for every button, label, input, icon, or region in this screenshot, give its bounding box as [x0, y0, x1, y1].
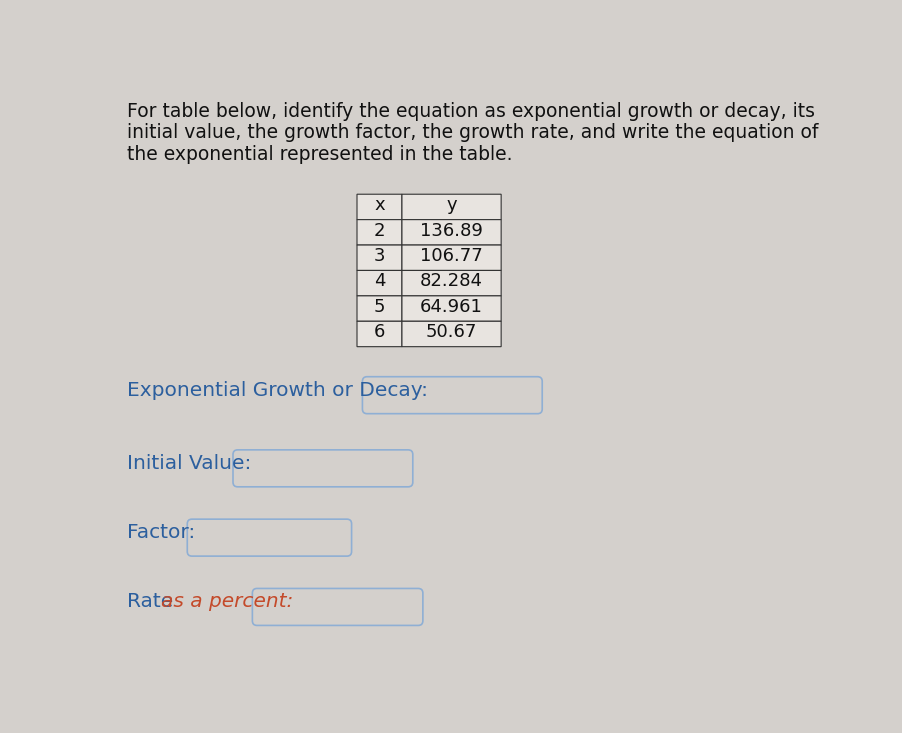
FancyBboxPatch shape: [356, 245, 401, 270]
Text: 2: 2: [373, 221, 385, 240]
Text: y: y: [446, 196, 456, 214]
FancyBboxPatch shape: [252, 589, 422, 625]
FancyBboxPatch shape: [356, 194, 401, 220]
FancyBboxPatch shape: [401, 321, 501, 347]
Text: as a percent:: as a percent:: [161, 592, 293, 611]
FancyBboxPatch shape: [356, 321, 401, 347]
FancyBboxPatch shape: [233, 450, 412, 487]
Text: 3: 3: [373, 247, 385, 265]
Text: 5: 5: [373, 298, 385, 316]
FancyBboxPatch shape: [356, 296, 401, 321]
Text: Rate: Rate: [126, 592, 179, 611]
Text: 106.77: 106.77: [419, 247, 483, 265]
FancyBboxPatch shape: [401, 194, 501, 220]
FancyBboxPatch shape: [401, 220, 501, 245]
Text: For table below, identify the equation as exponential growth or decay, its: For table below, identify the equation a…: [126, 102, 814, 121]
Text: x: x: [373, 196, 384, 214]
FancyBboxPatch shape: [187, 519, 351, 556]
Text: Initial Value:: Initial Value:: [126, 454, 251, 473]
FancyBboxPatch shape: [401, 296, 501, 321]
Text: 50.67: 50.67: [426, 323, 477, 342]
FancyBboxPatch shape: [401, 270, 501, 296]
Text: 64.961: 64.961: [419, 298, 483, 316]
Text: Factor:: Factor:: [126, 523, 195, 542]
FancyBboxPatch shape: [356, 220, 401, 245]
Text: 136.89: 136.89: [419, 221, 483, 240]
Text: Exponential Growth or Decay:: Exponential Growth or Decay:: [126, 380, 428, 399]
Text: 6: 6: [373, 323, 385, 342]
Text: the exponential represented in the table.: the exponential represented in the table…: [126, 145, 511, 164]
Text: 82.284: 82.284: [419, 273, 483, 290]
FancyBboxPatch shape: [356, 270, 401, 296]
FancyBboxPatch shape: [401, 245, 501, 270]
FancyBboxPatch shape: [362, 377, 541, 413]
Text: initial value, the growth factor, the growth rate, and write the equation of: initial value, the growth factor, the gr…: [126, 123, 817, 142]
Text: 4: 4: [373, 273, 385, 290]
